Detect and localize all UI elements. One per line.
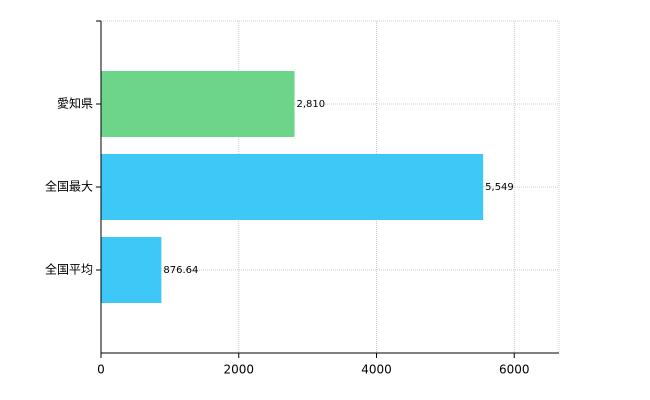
x-tick-label: 2000	[223, 363, 254, 377]
x-tick-label: 0	[97, 363, 105, 377]
value-label: 5,549	[485, 182, 514, 193]
x-tick-label: 4000	[361, 363, 392, 377]
y-tick-label: 愛知県	[57, 97, 93, 111]
bar	[101, 237, 162, 303]
value-label: 2,810	[297, 99, 326, 110]
bar	[101, 154, 484, 220]
y-tick-label: 全国最大	[45, 179, 93, 194]
value-label: 876.64	[163, 265, 198, 276]
y-tick-label: 全国平均	[45, 262, 93, 277]
x-tick-label: 6000	[499, 363, 530, 377]
bar	[101, 71, 295, 137]
